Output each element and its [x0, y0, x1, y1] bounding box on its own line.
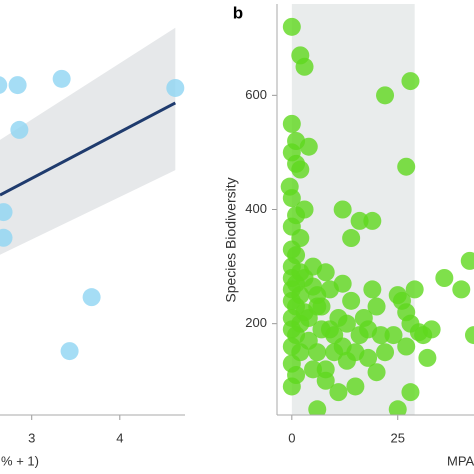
y-tick-label: 200 [245, 315, 267, 330]
point [367, 363, 386, 382]
point [60, 342, 79, 361]
point [329, 383, 348, 402]
x-tick-label: 0 [288, 430, 295, 445]
point [304, 277, 323, 296]
point [405, 280, 424, 299]
point [291, 46, 310, 65]
point [333, 274, 352, 293]
plot-area [280, 4, 474, 415]
point [401, 383, 420, 402]
point [418, 348, 437, 367]
point [325, 343, 344, 362]
point [304, 360, 323, 379]
point [10, 120, 29, 139]
point [316, 360, 335, 379]
point [166, 78, 185, 97]
point [460, 251, 474, 270]
point [337, 351, 356, 370]
point [282, 189, 301, 208]
y-axis-label: Species Biodiversity [223, 177, 239, 302]
point [376, 343, 395, 362]
point [333, 200, 352, 219]
confidence-band [0, 27, 176, 255]
x-axis-label: MPA, [447, 453, 474, 468]
point [316, 263, 335, 282]
point [388, 400, 407, 415]
fit-line [0, 101, 177, 197]
y-tick-label: 600 [245, 87, 267, 102]
point [287, 132, 306, 150]
point [282, 114, 301, 133]
point [384, 326, 403, 345]
plot-area [0, 27, 185, 361]
point [308, 297, 327, 316]
point [350, 211, 369, 230]
y-tick-label: 400 [245, 201, 267, 216]
x-tick-label: 3 [28, 430, 35, 445]
point [363, 211, 382, 230]
point [359, 348, 378, 367]
panel-label: b [233, 3, 243, 22]
point [397, 157, 416, 176]
point [376, 86, 395, 105]
point [342, 291, 361, 310]
point [342, 229, 361, 248]
x-tick-label: 4 [116, 430, 123, 445]
point [0, 228, 13, 247]
point [308, 343, 327, 362]
point [337, 314, 356, 333]
point [422, 320, 441, 339]
point [401, 72, 420, 91]
point [295, 200, 314, 219]
x-tick-label: 25 [391, 430, 405, 445]
point [452, 280, 471, 299]
point [367, 297, 386, 316]
point [0, 76, 8, 94]
x-axis-label: % + 1) [1, 453, 39, 468]
point [397, 337, 416, 356]
point [371, 326, 390, 345]
point [82, 288, 101, 307]
point [363, 280, 382, 299]
point [282, 17, 301, 36]
point [308, 400, 327, 415]
point [52, 69, 71, 88]
point [291, 160, 310, 179]
point [282, 377, 301, 396]
point [0, 203, 13, 222]
point [346, 377, 365, 396]
point [435, 269, 454, 287]
point [8, 76, 27, 95]
point [465, 326, 474, 345]
